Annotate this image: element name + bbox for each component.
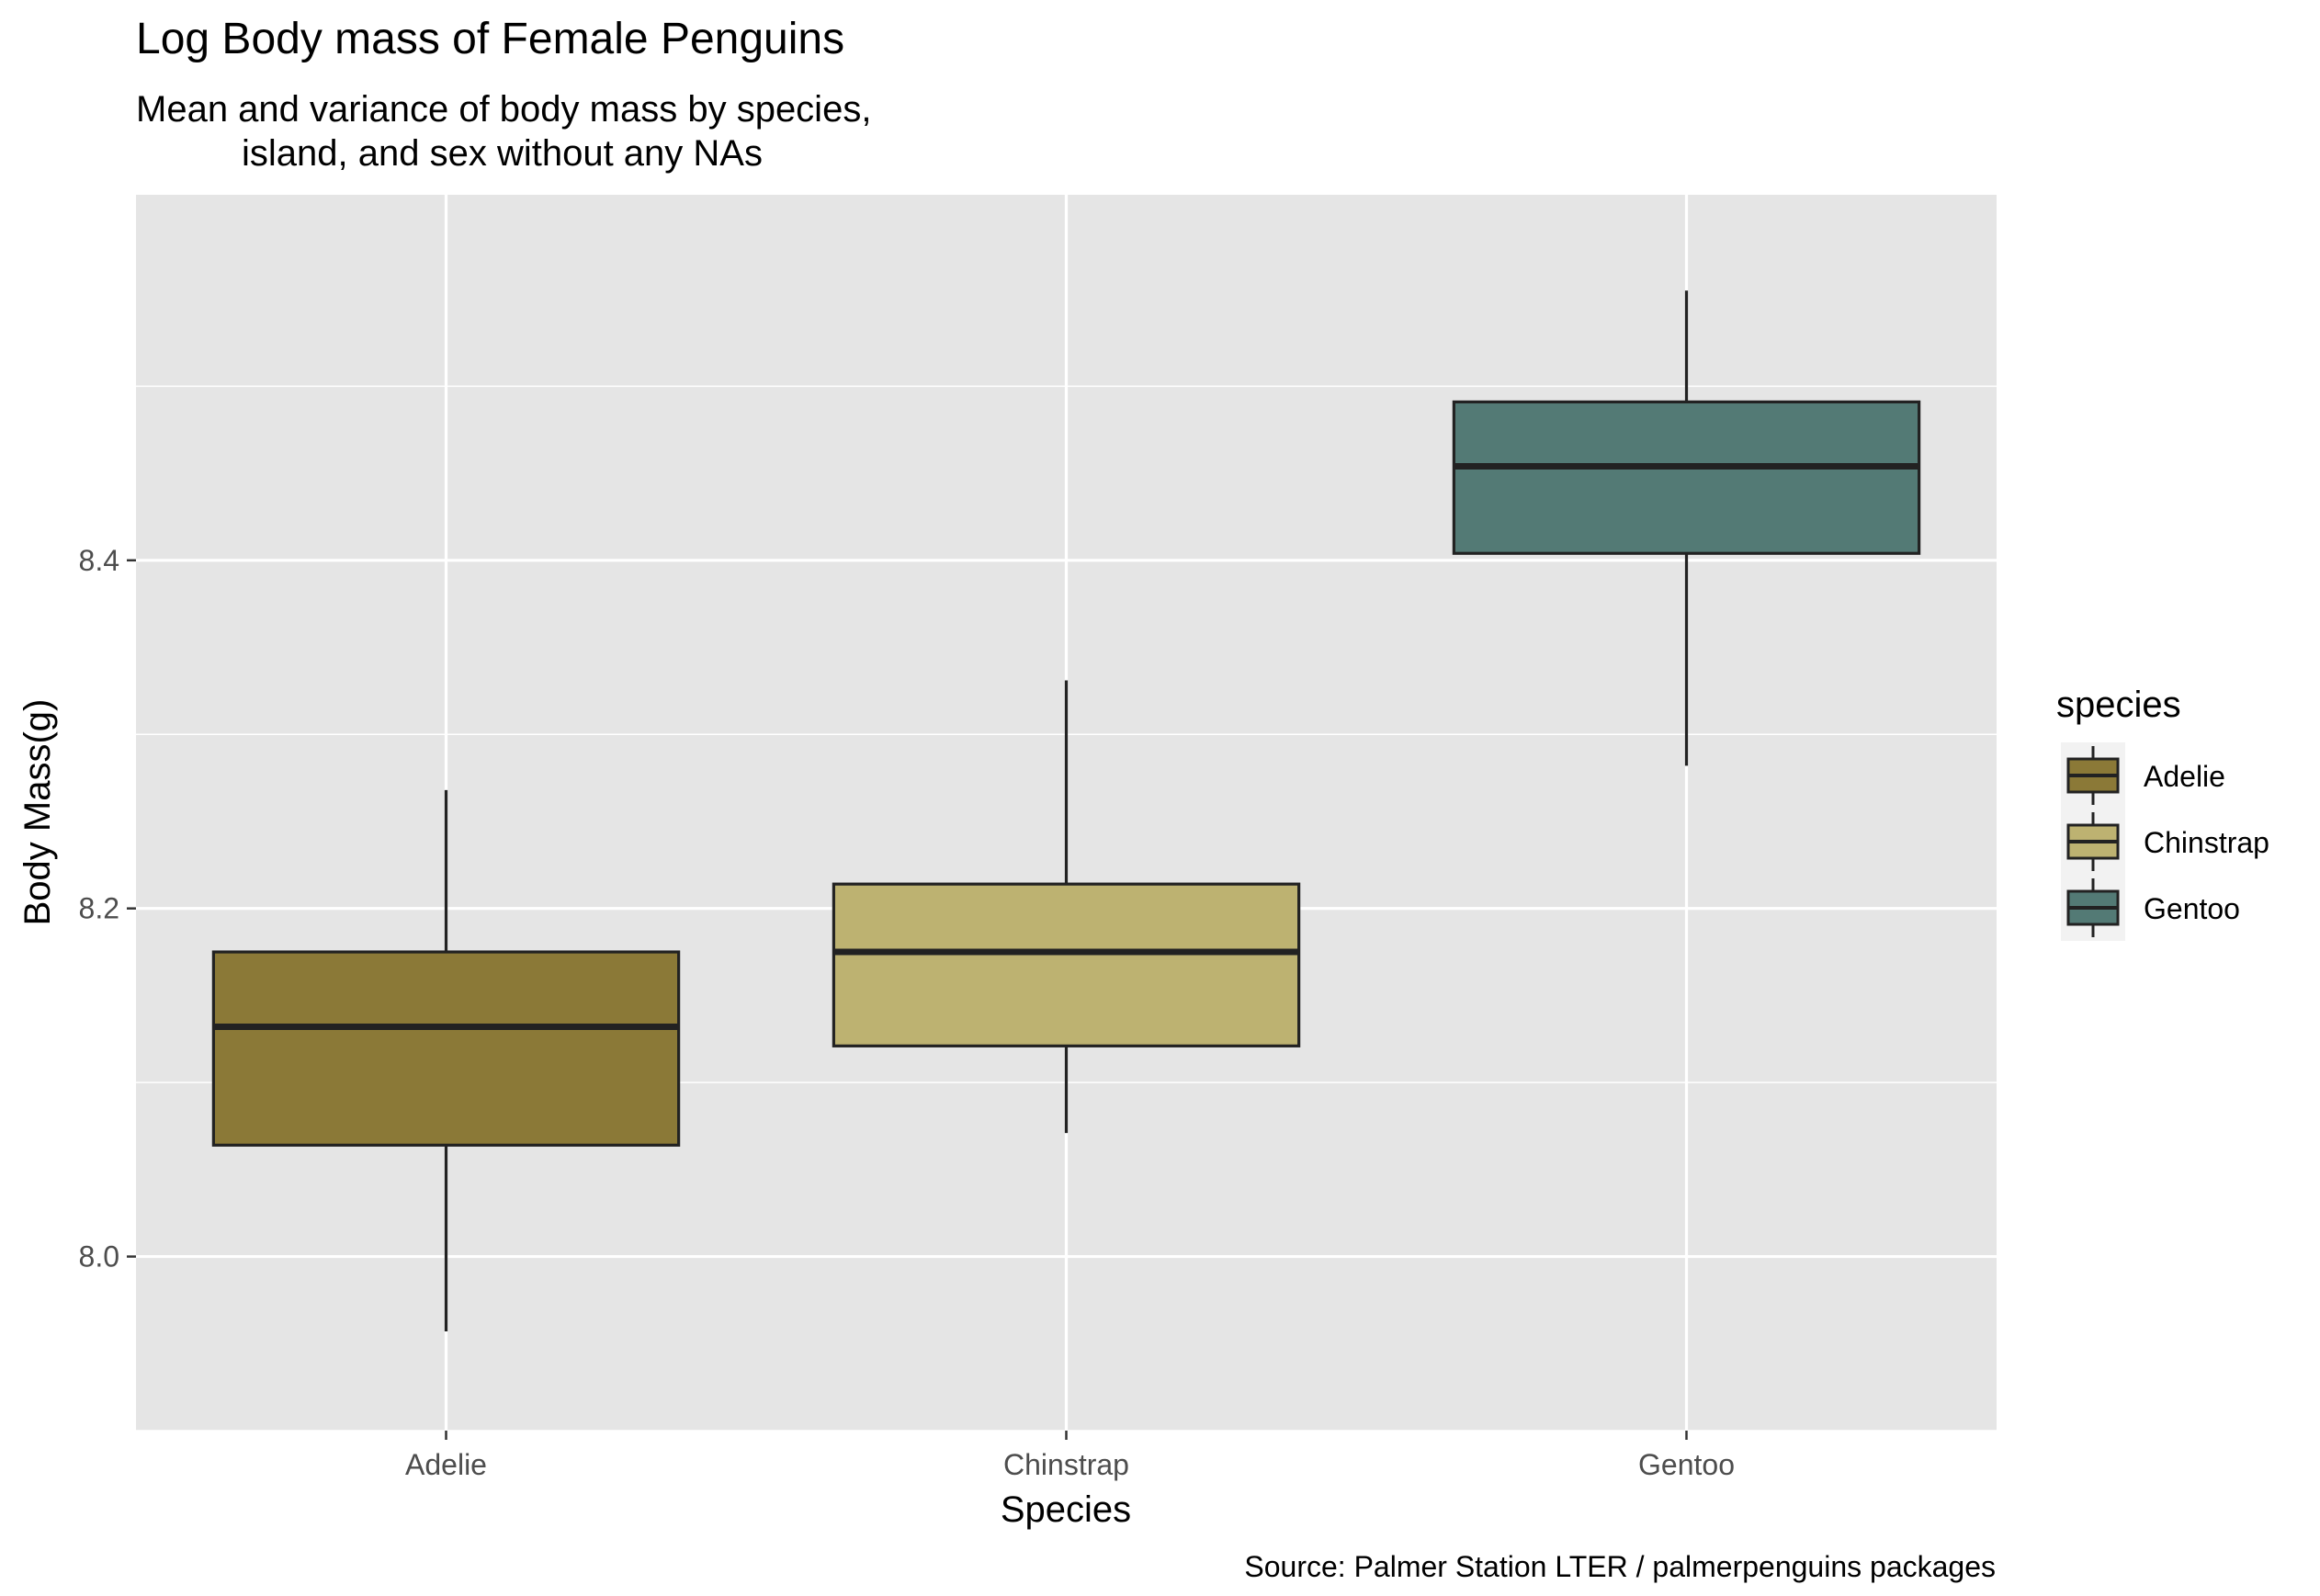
boxes [211, 290, 1921, 1332]
box-chinstrap [832, 680, 1301, 1134]
x-tick-label: Chinstrap [1003, 1448, 1129, 1481]
y-tick-label: 8.2 [79, 892, 119, 925]
legend-label: Gentoo [2144, 892, 2240, 925]
chart-subtitle-line-2: island, and sex without any NAs [242, 133, 763, 174]
interquartile-box [211, 950, 681, 1147]
x-axis: Adelie Chinstrap Gentoo [405, 1431, 1735, 1481]
y-tick-label: 8.4 [79, 544, 119, 577]
legend-item-adelie: Adelie [2066, 746, 2225, 805]
legend-title: species [2056, 685, 2181, 725]
y-axis-label: Body Mass(g) [17, 699, 58, 926]
chart-caption: Source: Palmer Station LTER / palmerpeng… [1244, 1550, 1996, 1583]
legend-item-gentoo: Gentoo [2066, 878, 2240, 937]
x-tick-label: Gentoo [1638, 1448, 1735, 1481]
plot-panel [136, 195, 1997, 1432]
legend-keys: Adelie Chinstrap Gentoo [2066, 746, 2269, 937]
interquartile-box [832, 882, 1301, 1047]
x-axis-label: Species [1001, 1489, 1131, 1530]
legend-label: Adelie [2144, 760, 2225, 793]
legend-label: Chinstrap [2144, 826, 2269, 859]
legend-item-chinstrap: Chinstrap [2066, 812, 2269, 871]
y-axis: 8.0 8.2 8.4 [79, 544, 136, 1273]
y-tick-label: 8.0 [79, 1240, 119, 1273]
interquartile-box [1452, 400, 1921, 555]
x-tick-label: Adelie [405, 1448, 487, 1481]
box-adelie [211, 789, 681, 1332]
box-gentoo [1452, 290, 1921, 766]
chart-title: Log Body mass of Female Penguins [136, 15, 844, 63]
legend: species Adelie Chinstrap Gentoo [2056, 685, 2269, 941]
chart-subtitle-line-1: Mean and variance of body mass by specie… [136, 89, 871, 130]
